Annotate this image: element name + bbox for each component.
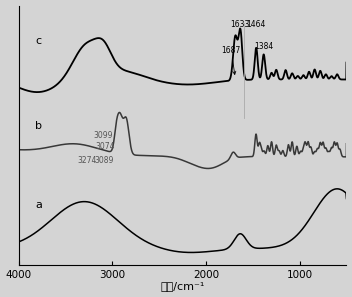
Text: 3074: 3074 xyxy=(96,142,115,151)
X-axis label: 波数/cm⁻¹: 波数/cm⁻¹ xyxy=(161,282,205,291)
Text: c: c xyxy=(36,36,42,46)
Text: b: b xyxy=(36,121,43,132)
Text: 1464: 1464 xyxy=(246,20,266,29)
Text: 1384: 1384 xyxy=(254,42,273,51)
Text: 3099: 3099 xyxy=(93,131,113,140)
Text: 3274: 3274 xyxy=(77,156,96,165)
Text: 3089: 3089 xyxy=(94,156,114,165)
Text: 1633: 1633 xyxy=(231,20,250,29)
Text: a: a xyxy=(36,200,42,210)
Text: 1687: 1687 xyxy=(222,46,241,75)
